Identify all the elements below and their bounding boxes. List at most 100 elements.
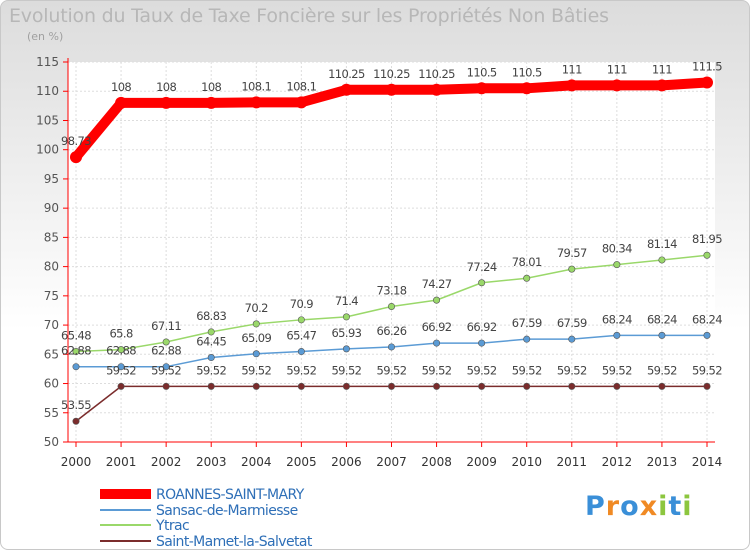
x-tick-label: 2006 (331, 455, 362, 469)
data-point (433, 382, 441, 390)
data-point (433, 339, 441, 347)
data-point (342, 313, 350, 321)
data-label: 59.52 (331, 363, 361, 377)
data-point (433, 296, 441, 304)
legend-label: Sansac-de-Marmiesse (156, 503, 298, 519)
data-label: 65.09 (241, 331, 271, 345)
y-tick-label: 115 (36, 55, 59, 69)
data-label: 59.52 (286, 363, 316, 377)
data-label: 108 (111, 80, 131, 94)
data-label: 68.24 (602, 312, 632, 326)
y-tick-label: 75 (44, 289, 59, 303)
data-point (565, 79, 578, 92)
data-point (115, 96, 128, 109)
data-point (703, 382, 711, 390)
y-tick-label: 80 (44, 260, 59, 274)
data-point (297, 316, 305, 324)
data-label: 70.2 (245, 301, 268, 315)
data-label: 74.27 (422, 277, 452, 291)
data-label: 65.47 (286, 329, 316, 343)
x-tick-label: 2002 (151, 455, 182, 469)
data-point (703, 251, 711, 259)
data-point (162, 382, 170, 390)
data-point (658, 331, 666, 339)
data-point (385, 83, 398, 96)
data-point (160, 96, 173, 109)
data-point (701, 76, 713, 89)
y-tick-label: 85 (44, 230, 59, 244)
data-point (523, 335, 531, 343)
data-point (613, 382, 621, 390)
data-label: 59.52 (241, 363, 271, 377)
data-label: 68.24 (647, 312, 677, 326)
data-point (117, 363, 125, 371)
data-label: 108 (201, 80, 221, 94)
data-label: 59.52 (106, 363, 136, 377)
data-label: 59.52 (512, 363, 542, 377)
data-label: 67.59 (512, 316, 542, 330)
data-label: 110.5 (512, 65, 542, 79)
data-label: 65.8 (109, 327, 132, 341)
data-label: 59.52 (557, 363, 587, 377)
data-point (207, 382, 215, 390)
data-label: 70.9 (290, 297, 313, 311)
data-point (478, 339, 486, 347)
data-point (250, 96, 263, 109)
y-tick-label: 55 (44, 406, 59, 420)
x-tick-label: 2009 (466, 455, 497, 469)
data-label: 108.1 (241, 79, 271, 93)
x-tick-label: 2011 (557, 455, 588, 469)
data-point (207, 354, 215, 362)
data-label: 62.88 (151, 344, 181, 358)
x-tick-label: 2014 (692, 455, 723, 469)
data-label: 67.59 (557, 316, 587, 330)
y-tick-label: 65 (44, 347, 59, 361)
legend-label: ROANNES-SAINT-MARY (156, 487, 305, 503)
data-point (478, 382, 486, 390)
logo-letter: t (668, 491, 683, 522)
proxiti-logo: Proxiti (585, 491, 693, 522)
data-point (117, 346, 125, 354)
data-label: 59.52 (196, 363, 226, 377)
data-label: 65.93 (331, 326, 361, 340)
data-label: 79.57 (557, 246, 587, 260)
data-point (72, 348, 80, 356)
data-label: 59.52 (602, 363, 632, 377)
data-point (613, 261, 621, 269)
data-label: 65.48 (61, 329, 91, 343)
data-label: 67.11 (151, 319, 181, 333)
data-point (703, 331, 711, 339)
x-tick-label: 2005 (286, 455, 317, 469)
data-point (207, 328, 215, 336)
data-label: 111 (652, 62, 672, 76)
y-tick-label: 50 (44, 435, 59, 449)
data-label: 111 (562, 62, 582, 76)
data-point (568, 335, 576, 343)
data-point (478, 279, 486, 287)
data-label: 59.52 (422, 363, 452, 377)
x-tick-label: 2004 (241, 455, 272, 469)
data-label: 62.88 (106, 344, 136, 358)
data-point (297, 382, 305, 390)
chart-subtitle: (en %) (27, 30, 64, 43)
legend-label: Ytrac (155, 518, 189, 534)
data-point (342, 345, 350, 353)
data-label: 110.25 (328, 67, 365, 81)
data-label: 66.92 (422, 320, 452, 334)
y-tick-label: 110 (36, 84, 59, 98)
data-point (340, 83, 353, 96)
x-tick-label: 2010 (511, 455, 542, 469)
data-label: 81.14 (647, 237, 677, 251)
data-point (430, 83, 443, 96)
data-label: 66.26 (377, 324, 407, 338)
data-label: 66.92 (467, 320, 497, 334)
logo-letter: x (639, 491, 659, 522)
x-tick-label: 2000 (61, 455, 92, 469)
data-label: 111 (607, 62, 627, 76)
data-point (520, 82, 533, 95)
data-point (655, 79, 668, 92)
data-point (568, 265, 576, 273)
logo-letter: P (585, 491, 606, 522)
logo-letter: i (682, 491, 693, 522)
